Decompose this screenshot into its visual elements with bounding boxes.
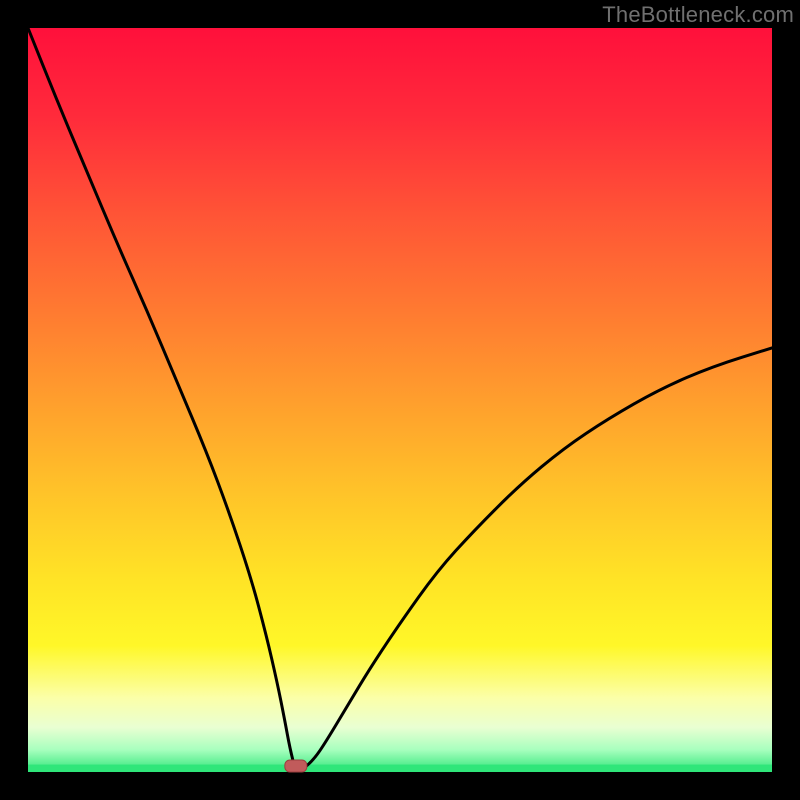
chart-container: TheBottleneck.com: [0, 0, 800, 800]
bottleneck-chart: [0, 0, 800, 800]
watermark-text: TheBottleneck.com: [602, 2, 794, 28]
min-marker: [285, 760, 307, 772]
